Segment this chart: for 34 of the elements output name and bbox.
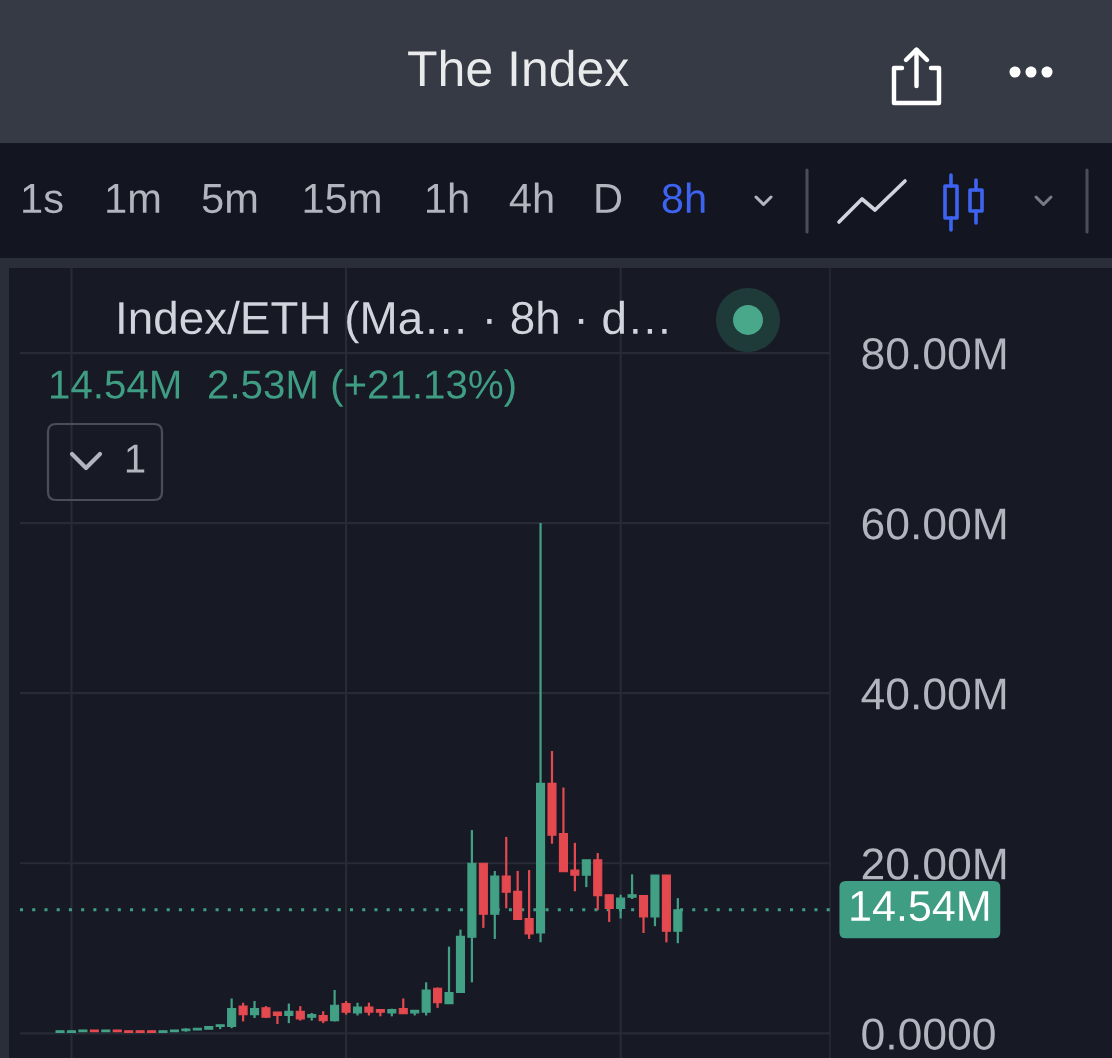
- candlestick: [501, 835, 511, 910]
- text: 15m: [304, 184, 380, 214]
- annotation: 2.53M (+21.13%): [209, 369, 515, 407]
- annotation: 14.54M: [51, 370, 180, 399]
- y-tick-label: 80.00M: [862, 338, 1006, 370]
- y-tick-label: 40.00M: [861, 678, 1006, 710]
- candlestick: [570, 841, 580, 893]
- y-tick-label: 60.00M: [862, 508, 1006, 540]
- text: 1h: [427, 182, 468, 213]
- candlestick: [581, 858, 591, 889]
- candlestick: [238, 1001, 248, 1023]
- text: 1s: [23, 184, 63, 214]
- candlestick: [444, 945, 454, 1005]
- text: 1m: [107, 184, 160, 213]
- text: 5m: [202, 184, 257, 214]
- candlestick: [524, 868, 534, 941]
- text: D: [596, 184, 622, 213]
- candlestick: [421, 981, 431, 1017]
- y-tick-label: 0.0000: [862, 1018, 995, 1050]
- candlestick: [638, 894, 649, 935]
- text: 8h: [662, 182, 705, 214]
- candlestick: [433, 986, 443, 1009]
- candlestick: [272, 1010, 282, 1026]
- candlestick: [627, 873, 637, 901]
- ref-line-label: 14.54M: [851, 891, 989, 922]
- text: Index/ETH (Ma… · 8h · d…: [119, 300, 667, 344]
- candlestick: [330, 988, 340, 1023]
- annotation: 1: [126, 444, 145, 473]
- candlestick: [284, 1002, 294, 1025]
- text: 4h: [509, 182, 553, 213]
- y-tick-label: 20.00M: [862, 848, 1006, 880]
- candlestick: [604, 893, 614, 924]
- chart-title: The Index: [408, 49, 629, 87]
- candlestick: [227, 997, 237, 1030]
